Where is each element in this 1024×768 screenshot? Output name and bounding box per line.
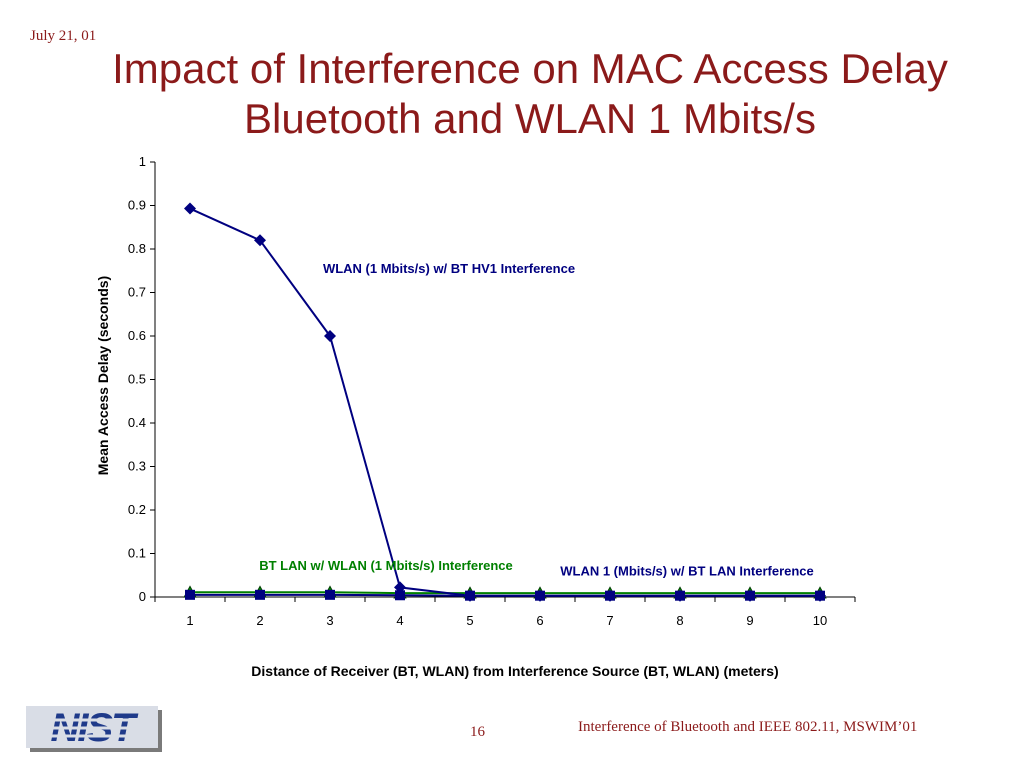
series-annotation: BT LAN w/ WLAN (1 Mbits/s) Interference <box>259 558 513 573</box>
data-point-wlan_hv1 <box>814 589 826 602</box>
x-tick-label: 2 <box>256 613 263 628</box>
data-point-wlan_lan <box>395 590 405 601</box>
x-tick-label: 4 <box>396 613 403 628</box>
y-tick-label: 0.4 <box>128 415 146 430</box>
x-tick-label: 8 <box>676 613 683 628</box>
data-point-wlan_hv1 <box>324 330 336 342</box>
data-point-wlan_hv1 <box>394 581 406 594</box>
y-tick-label: 0.8 <box>128 241 146 256</box>
y-axis-title: Mean Access Delay (seconds) <box>95 276 111 475</box>
series-line-wlan_hv1 <box>189 207 820 597</box>
y-tick-label: 0.1 <box>128 546 146 561</box>
slide-title-line-2: Bluetooth and WLAN 1 Mbits/s <box>244 95 816 142</box>
x-tick-label: 6 <box>536 613 543 628</box>
y-tick-label: 1 <box>139 154 146 169</box>
x-tick-label: 7 <box>606 613 613 628</box>
x-tick-label: 5 <box>466 613 473 628</box>
data-point-wlan_hv1 <box>674 589 686 602</box>
y-tick-label: 0.5 <box>128 372 146 387</box>
data-point-wlan_lan <box>255 589 265 600</box>
series-annotation: WLAN 1 (Mbits/s) w/ BT LAN Interference <box>560 563 814 578</box>
series-line-bt_lan <box>190 591 820 595</box>
series-annotation: WLAN (1 Mbits/s) w/ BT HV1 Interference <box>323 261 575 276</box>
x-tick-label: 1 <box>186 613 193 628</box>
x-tick-label: 3 <box>326 613 333 628</box>
y-tick-label: 0.9 <box>128 198 146 213</box>
y-tick-label: 0.7 <box>128 285 146 300</box>
slide-title-line-1: Impact of Interference on MAC Access Del… <box>112 45 948 92</box>
y-tick-label: 0.6 <box>128 328 146 343</box>
data-point-wlan_hv1 <box>744 589 756 602</box>
data-point-wlan_hv1 <box>534 589 546 602</box>
x-axis-title: Distance of Receiver (BT, WLAN) from Int… <box>251 663 778 679</box>
slide-title: Impact of Interference on MAC Access Del… <box>60 44 1000 144</box>
x-tick-label: 9 <box>746 613 753 628</box>
data-point-wlan_hv1 <box>184 202 196 215</box>
page-number: 16 <box>470 724 485 740</box>
data-point-wlan_hv1 <box>254 234 266 247</box>
y-tick-label: 0 <box>139 589 146 604</box>
x-tick-label: 10 <box>813 613 827 628</box>
y-tick-label: 0.3 <box>128 459 146 474</box>
nist-logo: NIST <box>26 706 162 752</box>
data-point-wlan_hv1 <box>464 589 476 602</box>
y-tick-label: 0.2 <box>128 502 146 517</box>
footer-text: Interference of Bluetooth and IEEE 802.1… <box>578 719 918 735</box>
data-point-wlan_lan <box>325 589 335 600</box>
data-point-wlan_hv1 <box>604 589 616 602</box>
slide-date: July 21, 01 <box>30 28 97 44</box>
data-point-wlan_lan <box>185 589 195 600</box>
line-chart: 0 0.1 0.2 0.3 0.4 0.5 0.6 0.7 0.8 0.9 1 1 2 3 4 5 6 7 8 9 10… <box>95 154 856 679</box>
